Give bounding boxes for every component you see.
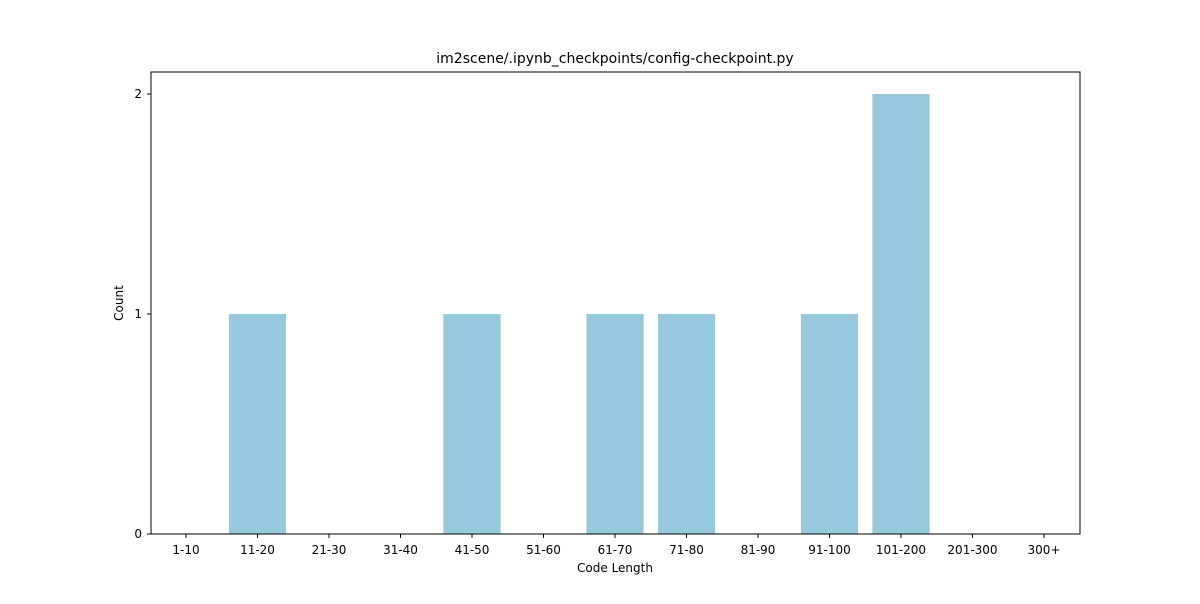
x-tick-label: 201-300 — [947, 543, 997, 557]
y-tick-label: 0 — [134, 527, 142, 541]
chart-title: im2scene/.ipynb_checkpoints/config-check… — [436, 51, 793, 67]
bar-41-50 — [443, 314, 501, 534]
bar-61-70 — [586, 314, 644, 534]
y-tick-label: 1 — [134, 307, 142, 321]
x-tick-label: 101-200 — [876, 543, 926, 557]
x-tick-label: 81-90 — [741, 543, 776, 557]
x-tick-label: 41-50 — [455, 543, 490, 557]
bar-91-100 — [800, 314, 859, 534]
x-tick-label: 1-10 — [172, 543, 199, 557]
x-tick-label: 300+ — [1028, 543, 1061, 557]
x-tick-label: 31-40 — [383, 543, 418, 557]
x-axis: 1-10 11-20 21-30 31-40 41-50 51-60 61-70 71-80 8… — [172, 534, 1060, 557]
bar-71-80 — [657, 314, 716, 534]
x-tick-label: 91-100 — [808, 543, 851, 557]
x-tick-label: 11-20 — [240, 543, 275, 557]
x-axis-label: Code Length — [577, 561, 653, 575]
y-axis-label: Count — [112, 285, 126, 321]
x-tick-label: 71-80 — [669, 543, 704, 557]
y-tick-label: 2 — [134, 87, 142, 101]
x-tick-label: 61-70 — [598, 543, 633, 557]
bar-101-200 — [872, 94, 930, 534]
bars-layer — [228, 94, 930, 534]
y-axis: 0 1 2 — [134, 87, 151, 541]
x-tick-label: 21-30 — [312, 543, 347, 557]
bar-11-20 — [228, 314, 287, 534]
x-tick-label: 51-60 — [526, 543, 561, 557]
